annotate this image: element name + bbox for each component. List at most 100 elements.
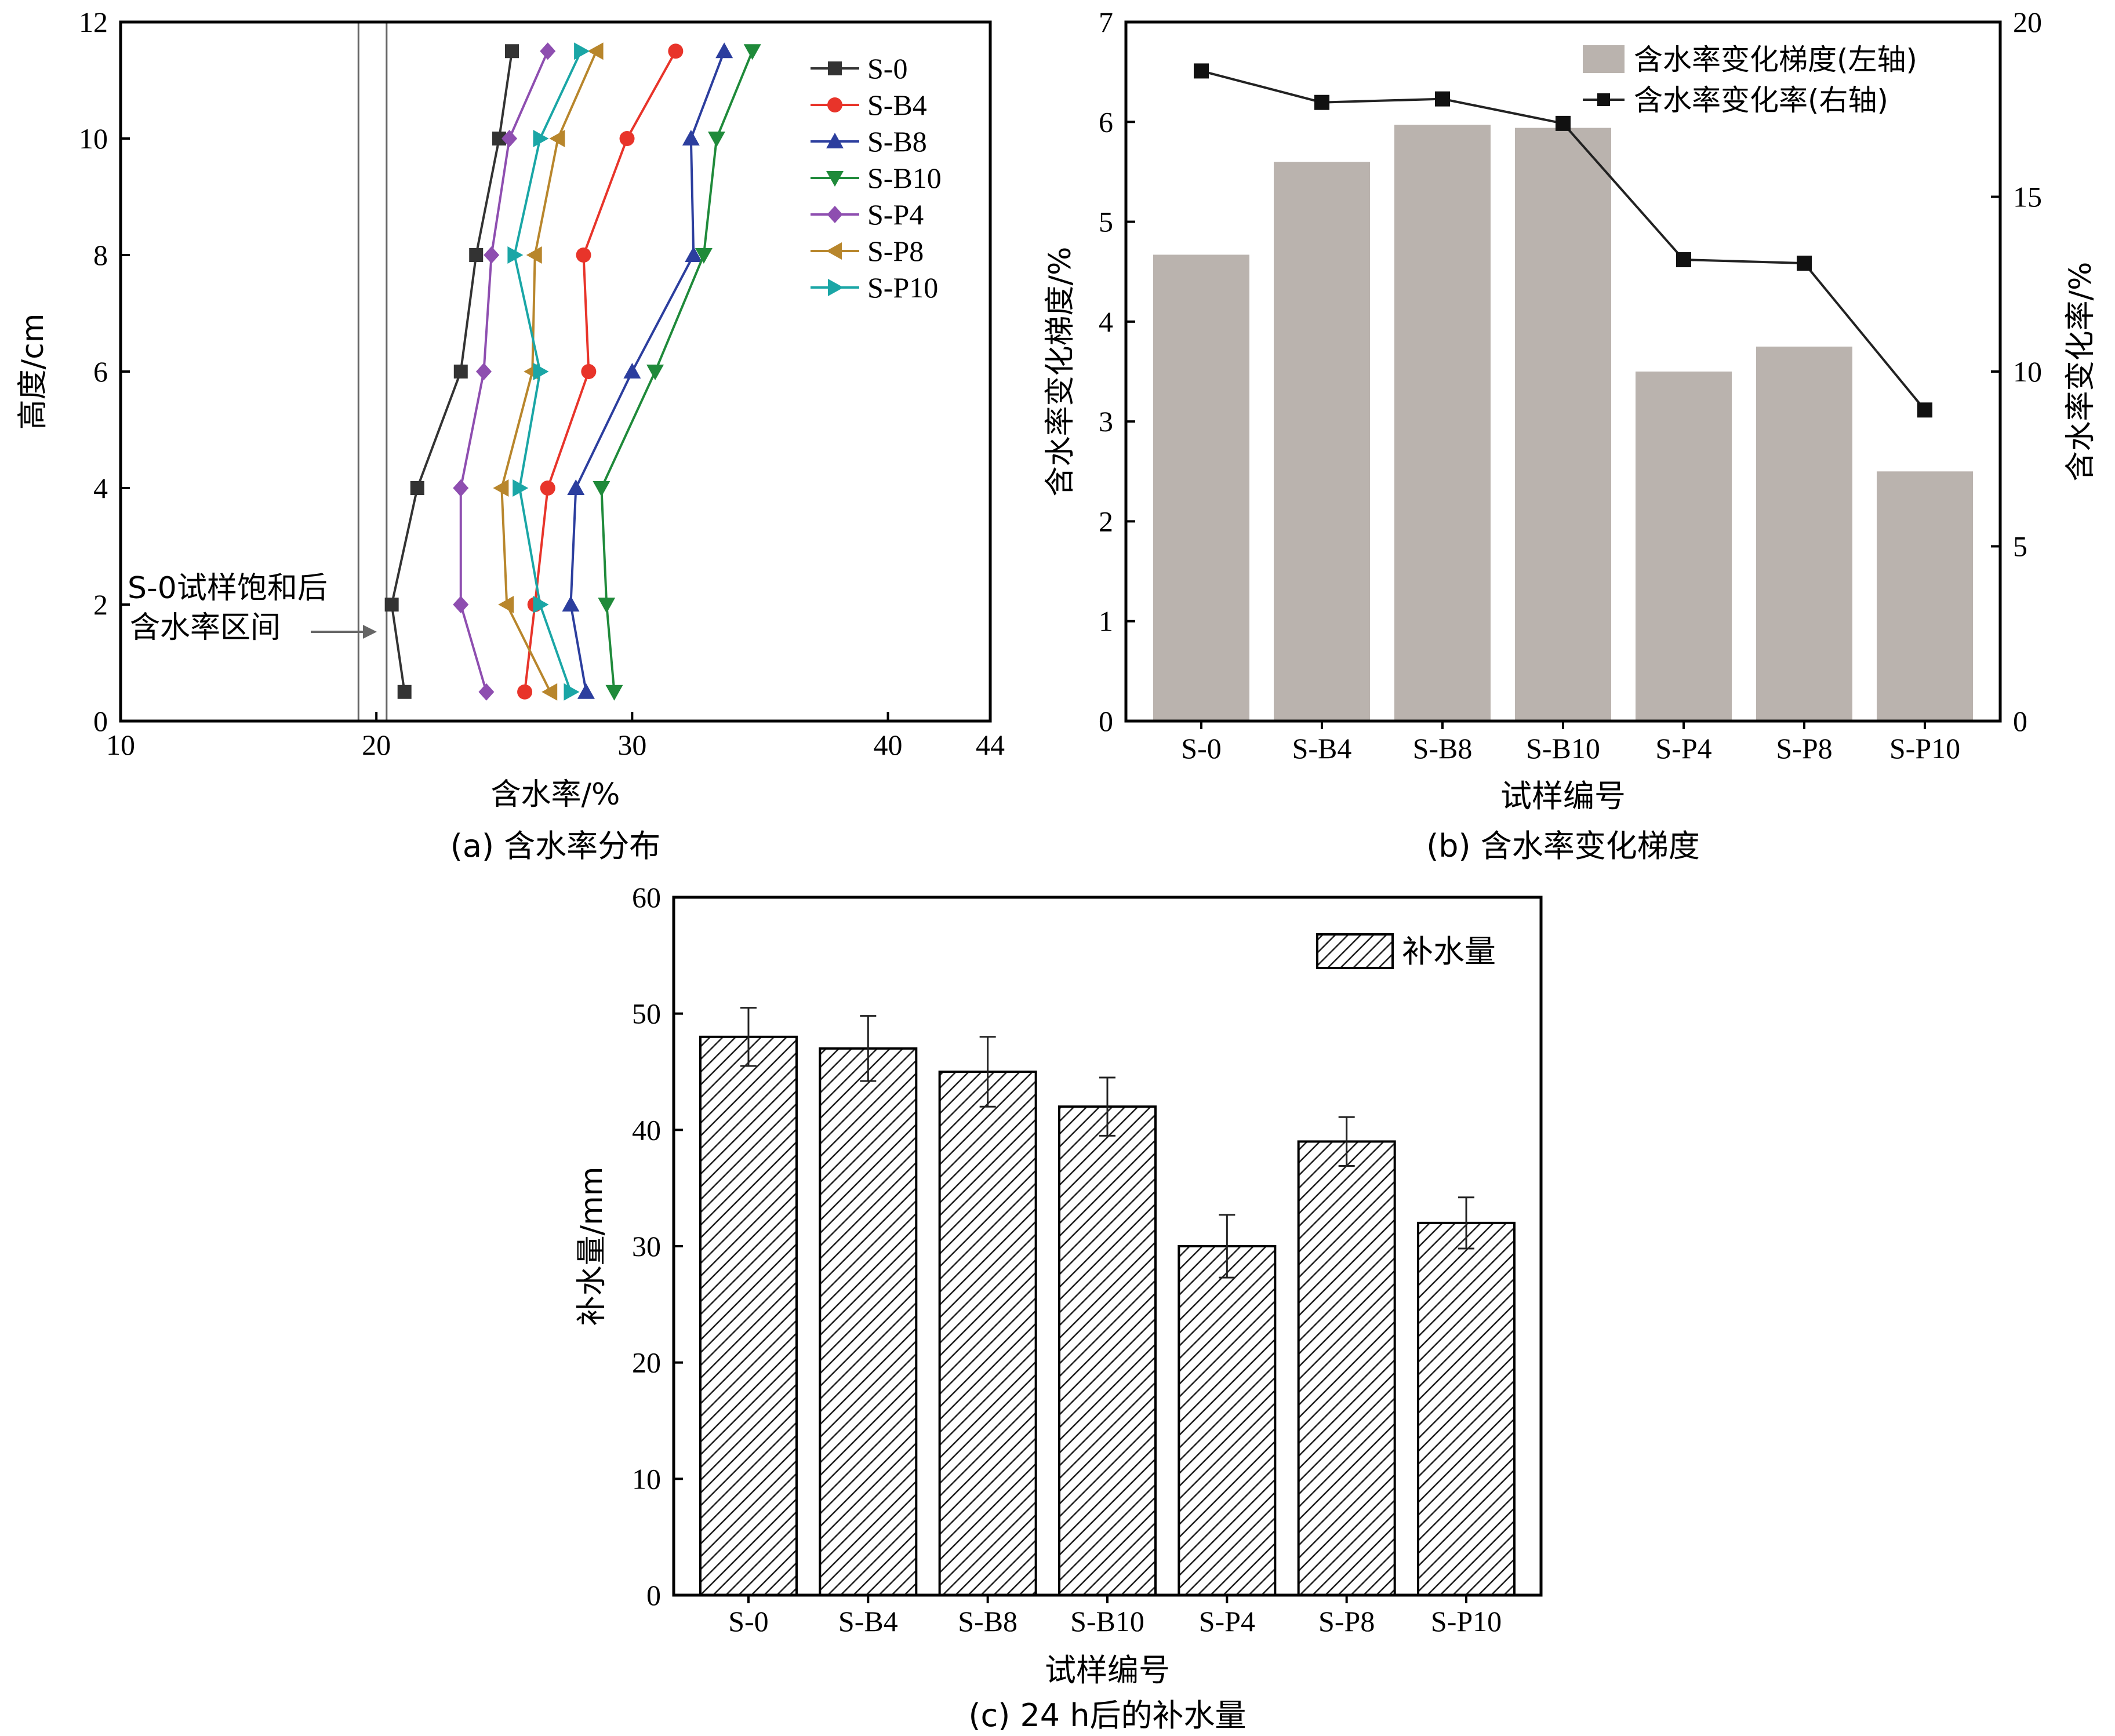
bar-group-s-b4	[819, 1015, 918, 1597]
x-tick-label: S-P10	[1431, 1605, 1502, 1637]
x-tick-label: S-B4	[1292, 732, 1352, 765]
data-point	[743, 44, 761, 60]
series-s-p10	[507, 42, 590, 701]
y-tick-label: 5	[1099, 206, 1113, 238]
data-point	[682, 130, 700, 145]
bar-s-b8	[1394, 125, 1491, 721]
data-point	[469, 248, 484, 262]
series-s-b10	[593, 44, 761, 701]
series-s-b8	[562, 42, 733, 699]
panel-b-yticks-right: 0 5 10 15 20	[1991, 6, 2042, 737]
x-tick-label: 10	[106, 729, 135, 761]
legend-swatch-gradient	[1583, 45, 1625, 73]
legend-label: S-B8	[867, 125, 927, 158]
data-point	[453, 479, 469, 497]
data-point	[593, 481, 610, 497]
data-point	[549, 130, 565, 147]
x-tick-label: S-P8	[1776, 732, 1832, 765]
panel-c-caption: (c) 24 h后的补水量	[968, 1697, 1246, 1734]
y-tick-label: 40	[632, 1113, 661, 1146]
x-tick-label: 30	[617, 729, 646, 761]
bar-group-s-p10	[1417, 1196, 1516, 1597]
rate-point-s-b10	[1556, 115, 1571, 131]
data-point	[581, 364, 597, 379]
y-right-tick-label: 0	[2013, 705, 2027, 737]
x-tick-label: 20	[362, 729, 391, 761]
legend-label-rate: 含水率变化率(右轴)	[1634, 83, 1888, 117]
data-point	[453, 596, 469, 613]
legend-marker	[827, 97, 842, 112]
data-point	[695, 248, 713, 264]
annotation-arrow-head	[363, 625, 377, 639]
panel-a-series	[384, 42, 761, 701]
bar-s-p8	[1297, 1140, 1396, 1596]
legend-item-s-b10: S-B10	[811, 162, 942, 194]
panel-c-xlabel: 试样编号	[1045, 1652, 1170, 1688]
data-point	[567, 479, 585, 495]
series-s-p4	[453, 42, 556, 701]
rate-point-s-b8	[1435, 91, 1450, 107]
data-point	[707, 132, 725, 147]
y-tick-label: 4	[1099, 305, 1113, 338]
data-point	[475, 363, 492, 380]
panel-b-ylabel-left: 含水率变化梯度/%	[1043, 247, 1078, 497]
data-point	[397, 685, 412, 699]
x-tick-label: S-B10	[1526, 732, 1600, 765]
data-point	[542, 683, 558, 701]
panel-c-ylabel: 补水量/mm	[575, 1167, 609, 1326]
panel-c-legend: 补水量	[1316, 933, 1496, 970]
x-tick-label: S-B8	[958, 1605, 1017, 1637]
y-right-tick-label: 10	[2013, 355, 2042, 388]
y-tick-label: 4	[93, 472, 108, 504]
bar-s-b10	[1515, 128, 1611, 721]
legend-marker	[828, 61, 842, 75]
data-point	[505, 44, 519, 59]
series-line	[390, 50, 513, 693]
bar-group-s-p8	[1297, 1116, 1396, 1596]
legend-label: S-P4	[867, 198, 924, 231]
bar-s-0	[699, 1035, 798, 1597]
rate-point-s-p10	[1917, 402, 1932, 418]
y-tick-label: 2	[93, 588, 108, 621]
y-tick-label: 7	[1099, 6, 1113, 38]
y-tick-label: 3	[1099, 405, 1113, 438]
legend-marker	[826, 242, 842, 260]
legend-item-s-p10: S-P10	[811, 271, 938, 304]
y-tick-label: 30	[632, 1230, 661, 1262]
legend-marker	[827, 206, 843, 223]
data-point	[587, 42, 604, 60]
panel-a-yticks: 0 2 4 6 8 10 12	[79, 6, 130, 737]
y-right-tick-label: 20	[2013, 6, 2042, 38]
data-point	[502, 130, 518, 147]
legend-item-s-p4: S-P4	[811, 198, 924, 231]
legend-item-s-0: S-0	[811, 52, 907, 85]
data-point	[517, 684, 533, 700]
legend-label-supply: 补水量	[1402, 933, 1496, 970]
bar-s-b8	[938, 1071, 1037, 1596]
y-tick-label: 0	[93, 705, 108, 737]
panel-b-line	[1194, 63, 1932, 418]
y-tick-label: 20	[632, 1346, 661, 1379]
bar-s-p10	[1417, 1221, 1516, 1597]
data-point	[668, 43, 684, 59]
y-right-tick-label: 5	[2013, 530, 2027, 563]
x-tick-label: S-P4	[1199, 1605, 1255, 1637]
y-tick-label: 0	[1099, 705, 1113, 737]
rate-point-s-0	[1194, 63, 1209, 79]
x-tick-label: 40	[874, 729, 903, 761]
panel-b-ylabel-right: 含水率变化率/%	[2063, 262, 2098, 482]
annotation-line1: S-0试样饱和后	[128, 571, 328, 606]
series-s-0	[384, 44, 519, 699]
rate-point-s-p4	[1676, 252, 1691, 268]
bar-group-s-b8	[938, 1036, 1037, 1596]
bar-s-p10	[1877, 471, 1973, 721]
y-tick-label: 12	[79, 6, 108, 38]
bar-group-s-p4	[1178, 1214, 1277, 1596]
y-tick-label: 1	[1099, 605, 1113, 638]
x-tick-label: S-0	[728, 1605, 768, 1637]
y-tick-label: 60	[632, 881, 661, 914]
data-point	[540, 481, 555, 496]
